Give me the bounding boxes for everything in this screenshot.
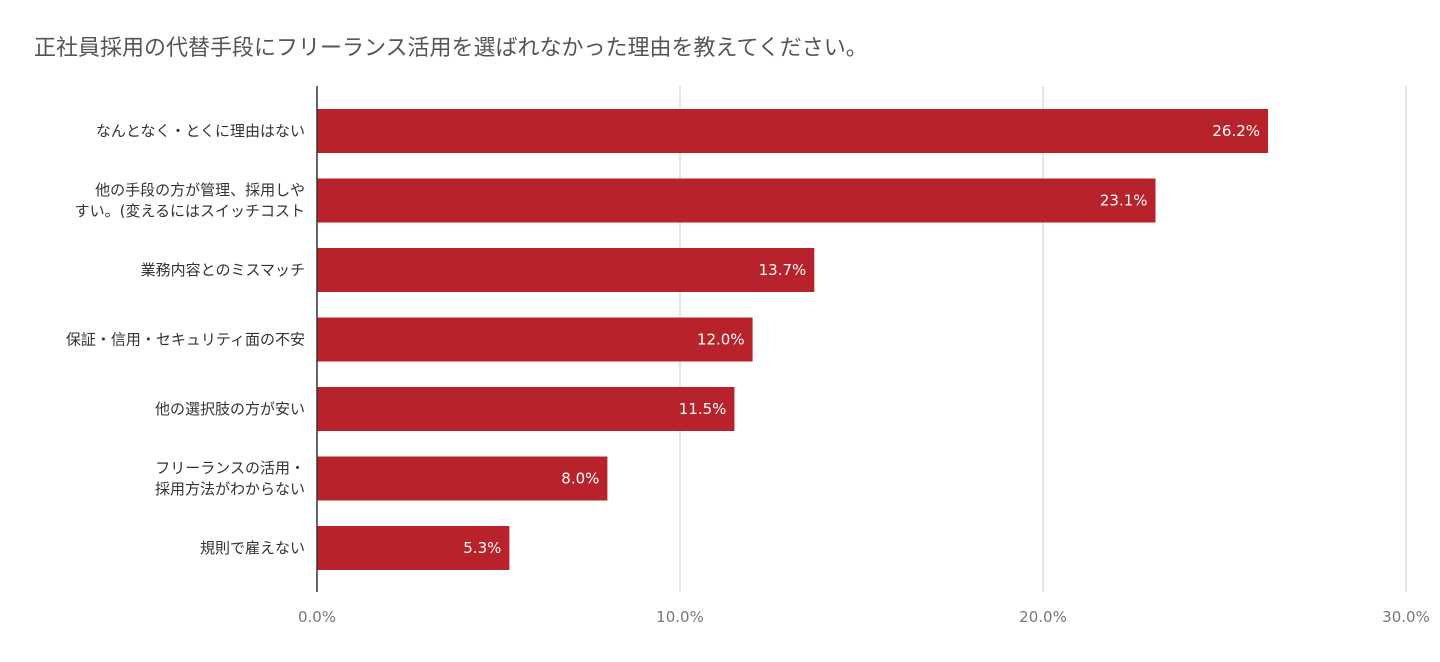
data-label: 12.0% xyxy=(697,331,745,349)
bar xyxy=(317,317,753,362)
category-label-line: 他の手段の方が管理、採用しや xyxy=(95,181,305,199)
category-label-line: 保証・信用・セキュリティ面の不安 xyxy=(66,331,305,349)
data-label: 23.1% xyxy=(1100,192,1148,210)
bar xyxy=(317,526,510,570)
x-tick-label: 0.0% xyxy=(298,608,336,626)
category-label: 規則で雇えない xyxy=(200,539,305,557)
category-label: 他の選択肢の方が安い xyxy=(155,400,305,418)
data-label: 8.0% xyxy=(561,470,599,488)
category-label-line: 他の選択肢の方が安い xyxy=(155,400,305,418)
category-label: 保証・信用・セキュリティ面の不安 xyxy=(66,331,305,349)
category-label-line: 業務内容とのミスマッチ xyxy=(141,261,305,279)
bar xyxy=(317,178,1156,223)
category-label: 他の手段の方が管理、採用しやすい。(変えるにはスイッチコスト xyxy=(75,181,305,220)
x-tick-label: 10.0% xyxy=(656,608,704,626)
category-label-line: なんとなく・とくに理由はない xyxy=(96,122,305,140)
category-label: フリーランスの活用・採用方法がわからない xyxy=(155,459,305,498)
category-label: 業務内容とのミスマッチ xyxy=(141,261,305,279)
data-label: 13.7% xyxy=(759,261,807,279)
category-label-line: 採用方法がわからない xyxy=(155,480,305,498)
x-tick-label: 20.0% xyxy=(1019,608,1067,626)
data-label: 11.5% xyxy=(679,400,727,418)
data-label: 5.3% xyxy=(463,539,501,557)
x-tick-label: 30.0% xyxy=(1382,608,1430,626)
bar xyxy=(317,109,1269,153)
chart-title: 正社員採用の代替手段にフリーランス活用を選ばれなかった理由を教えてください。 xyxy=(34,36,868,61)
category-label-line: すい。(変えるにはスイッチコスト xyxy=(75,202,305,220)
bar xyxy=(317,248,815,292)
category-label-line: フリーランスの活用・ xyxy=(155,459,305,477)
category-label: なんとなく・とくに理由はない xyxy=(96,122,305,140)
category-label-line: 規則で雇えない xyxy=(200,539,305,557)
data-label: 26.2% xyxy=(1212,122,1260,140)
bar xyxy=(317,456,608,501)
bar xyxy=(317,387,735,431)
